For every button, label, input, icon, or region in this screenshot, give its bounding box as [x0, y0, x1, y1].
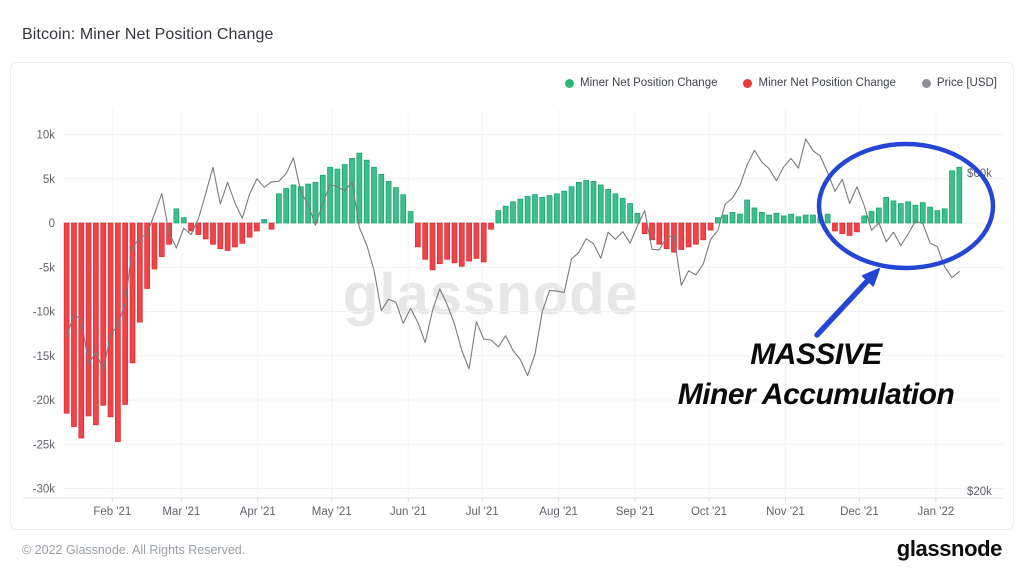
left-axis-tick: -5k — [39, 262, 55, 274]
left-axis-tick: 0 — [49, 218, 55, 230]
left-axis-tick: -25k — [33, 439, 56, 451]
x-axis-tick: Jul '21 — [466, 506, 499, 518]
left-axis-tick: 5k — [43, 174, 55, 186]
x-axis-tick: Aug '21 — [539, 506, 578, 518]
x-axis-tick: Jan '22 — [918, 506, 955, 518]
price-line — [66, 138, 960, 377]
legend-item-label: Miner Net Position Change — [580, 77, 718, 89]
left-axis-tick: -30k — [33, 484, 56, 496]
highlight-ellipse — [816, 141, 996, 271]
chart-card: Miner Net Position Change Miner Net Posi… — [10, 62, 1014, 530]
arrowhead-icon — [861, 268, 880, 287]
legend-item-miner-positive[interactable]: Miner Net Position Change — [565, 77, 717, 89]
left-axis-tick: -10k — [33, 307, 56, 319]
red-dot-icon — [743, 78, 753, 88]
annotation-line2: Miner Accumulation — [677, 378, 955, 411]
annotation-line1: MASSIVE — [750, 338, 882, 371]
annotation-text: MASSIVE Miner Accumulation — [651, 335, 981, 415]
gridlines — [23, 109, 1003, 502]
legend-item-label: Miner Net Position Change — [758, 77, 896, 89]
left-axis-tick: -15k — [33, 351, 56, 363]
x-axis-tick: Sep '21 — [616, 506, 655, 518]
x-axis-tick: Oct '21 — [691, 506, 727, 518]
green-dot-icon — [565, 78, 575, 88]
annotation-arrow — [814, 274, 874, 338]
right-axis-tick: $20k — [967, 486, 992, 498]
page-title: Bitcoin: Miner Net Position Change — [22, 26, 274, 43]
x-axis-tick: Mar '21 — [162, 506, 200, 518]
glassnode-logo: glassnode — [896, 536, 1003, 561]
left-axis-tick: 10k — [36, 130, 55, 142]
chart-plot: 10k 5k 0 -5k -10k -15k -20k -25k -30k Feb '21 Mar … — [23, 109, 1003, 518]
x-axis-tick: Jun '21 — [390, 506, 427, 518]
legend-item-label: Price [USD] — [936, 77, 997, 89]
legend-item-price[interactable]: Price [USD] — [921, 77, 997, 89]
watermark: glassnode — [343, 262, 639, 327]
x-axis-tick: Apr '21 — [240, 506, 276, 518]
gray-dot-icon — [921, 78, 931, 88]
chart-legend: Miner Net Position Change Miner Net Posi… — [565, 77, 997, 89]
x-axis-tick: May '21 — [312, 506, 352, 518]
x-axis-tick: Dec '21 — [840, 506, 879, 518]
x-axis-tick: Feb '21 — [93, 506, 131, 518]
x-axis-tick: Nov '21 — [766, 506, 805, 518]
left-axis-tick: -20k — [33, 395, 56, 407]
footer-copyright: © 2022 Glassnode. All Rights Reserved. — [22, 543, 246, 557]
legend-item-miner-negative[interactable]: Miner Net Position Change — [743, 77, 896, 89]
